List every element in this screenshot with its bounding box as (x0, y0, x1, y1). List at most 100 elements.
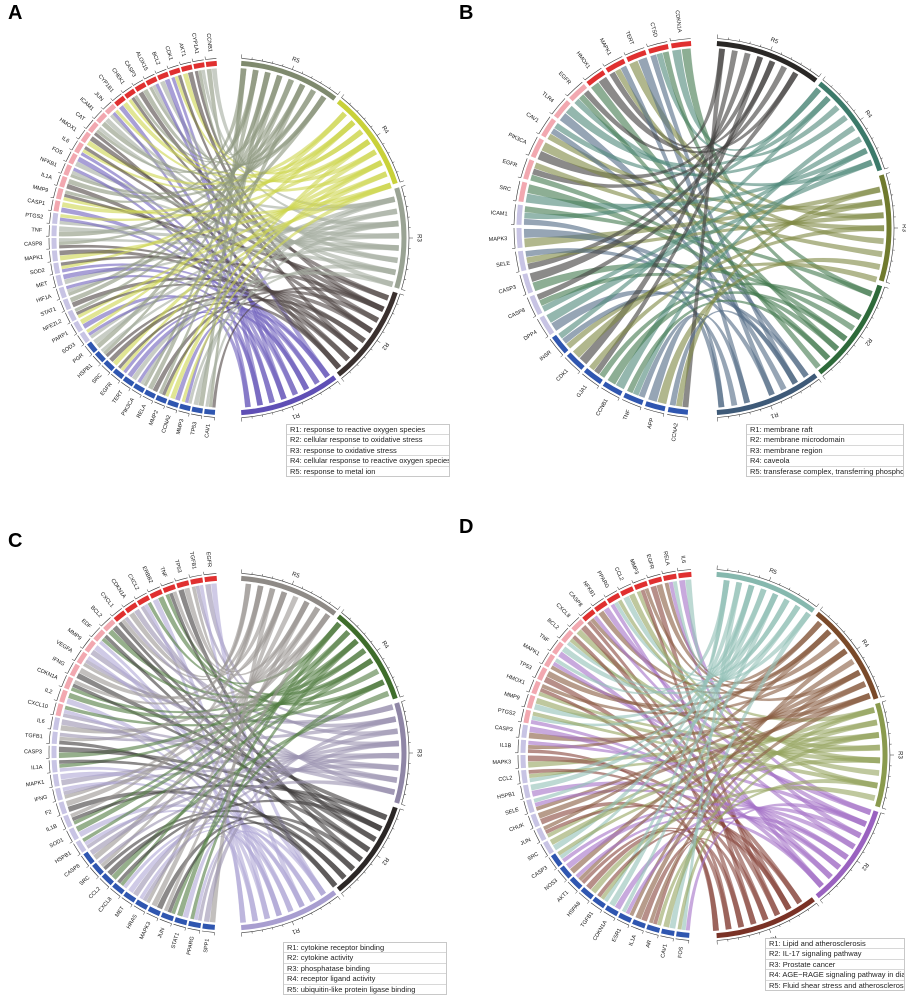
gene-arc (649, 47, 668, 52)
gene-label: CCNA2 (161, 414, 173, 434)
gene-arc (205, 578, 217, 579)
gene-label: IL6 (679, 555, 686, 563)
gene-label: IL1B (500, 743, 512, 750)
axis-tick (889, 184, 891, 185)
axis-tick (357, 110, 359, 111)
gene-label: CASP8 (507, 308, 526, 321)
gene-label: SOD2 (30, 268, 46, 277)
gene-arc (553, 855, 561, 866)
axis-tick (393, 162, 395, 163)
gene-label: CXCL8 (98, 896, 114, 914)
gene-label: APP (647, 417, 656, 430)
gene-axis (188, 928, 200, 930)
axis-tick (397, 172, 399, 173)
gene-arc (78, 841, 85, 851)
gene-arc (534, 682, 539, 694)
legend: R1: membrane raft R2: membrane microdoma… (746, 424, 904, 477)
axis-tick (872, 317, 874, 318)
gene-arc (679, 574, 692, 575)
axis-tick (89, 635, 91, 637)
axis-tick (561, 355, 563, 357)
gene-label: HSPB1 (497, 791, 516, 801)
gene-arc (61, 802, 65, 814)
gene-arc (608, 595, 619, 602)
gene-axis (50, 212, 51, 223)
axis-tick (54, 700, 57, 701)
gene-label: CDK1 (163, 45, 173, 61)
axis-tick (554, 868, 556, 870)
gene-label: CYP1B1 (97, 74, 115, 94)
gene-label: CXCL8 (554, 602, 571, 619)
axis-tick (658, 935, 659, 938)
gene-arc (58, 189, 61, 200)
gene-label: CDKN1A (592, 920, 609, 943)
gene-arc (61, 287, 64, 297)
axis-tick (844, 631, 846, 632)
gene-arc (66, 816, 71, 827)
gene-arc (151, 591, 162, 596)
gene-label: JUN (520, 837, 532, 847)
gene-label: HSPA8 (566, 901, 582, 918)
axis-tick (799, 593, 800, 595)
gene-arc (54, 732, 55, 744)
axis-tick (873, 833, 875, 834)
gene-label: DPP4 (523, 330, 538, 343)
axis-tick (108, 373, 110, 375)
region-label: R3 (415, 749, 421, 757)
legend-entry: R1: Lipid and atherosclerosis (766, 939, 904, 949)
gene-arc (94, 864, 102, 873)
axis-tick (143, 912, 144, 915)
gene-label: CCNA2 (671, 423, 680, 442)
gene-label: CDKN1A (36, 667, 59, 682)
gene-arc (168, 402, 178, 406)
axis-tick (791, 57, 792, 59)
gene-axis (521, 786, 524, 799)
gene-arc (523, 740, 524, 753)
gene-arc (125, 894, 135, 901)
legend-entry: R2: cellular response to oxidative stres… (287, 435, 449, 445)
gene-arc (206, 63, 217, 64)
gene-arc (58, 788, 61, 800)
axis-tick (96, 877, 98, 879)
gene-label: MET (114, 905, 126, 918)
axis-tick (329, 87, 330, 89)
gene-arc (668, 410, 688, 413)
gene-arc (563, 632, 572, 642)
chord-diagram: R5R4R3R2R1CDKN1ACTSDTERTMAPK1HMOX1EGFRTL… (453, 0, 906, 495)
legend-entry: R2: IL-17 signaling pathway (766, 949, 904, 959)
ribbons (524, 49, 884, 408)
legend-entry: R4: caveola (747, 456, 903, 466)
gene-label: PGR (72, 353, 85, 365)
gene-label: CHUK (509, 822, 526, 833)
axis-tick (536, 133, 539, 134)
axis-tick (517, 784, 520, 785)
gene-arc (97, 353, 104, 361)
axis-tick (78, 854, 81, 856)
gene-label: MMP2 (148, 410, 160, 427)
axis-tick (877, 823, 879, 824)
gene-axis (50, 251, 51, 262)
gene-arc (572, 878, 581, 887)
axis-tick (789, 588, 790, 590)
gene-arc (545, 842, 552, 853)
axis-tick (51, 197, 54, 198)
axis-tick (404, 794, 406, 795)
gene-label: HMOX1 (575, 51, 591, 70)
gene-arc (87, 642, 94, 652)
gene-label: CAV1 (660, 944, 669, 959)
gene-label: SELE (496, 260, 511, 268)
axis-tick (583, 78, 585, 80)
gene-label: CTSD (648, 22, 657, 38)
axis-tick (537, 842, 540, 843)
gene-label: SRC (79, 875, 92, 887)
gene-label: JUN (157, 927, 166, 939)
axis-tick (829, 893, 830, 895)
axis-tick (171, 924, 172, 927)
gene-label: CDKN1A (109, 578, 127, 600)
gene-label: EDF (80, 618, 93, 630)
axis-tick (647, 575, 648, 578)
axis-tick (69, 149, 72, 151)
gene-arc (98, 114, 105, 122)
axis-tick (118, 896, 120, 898)
